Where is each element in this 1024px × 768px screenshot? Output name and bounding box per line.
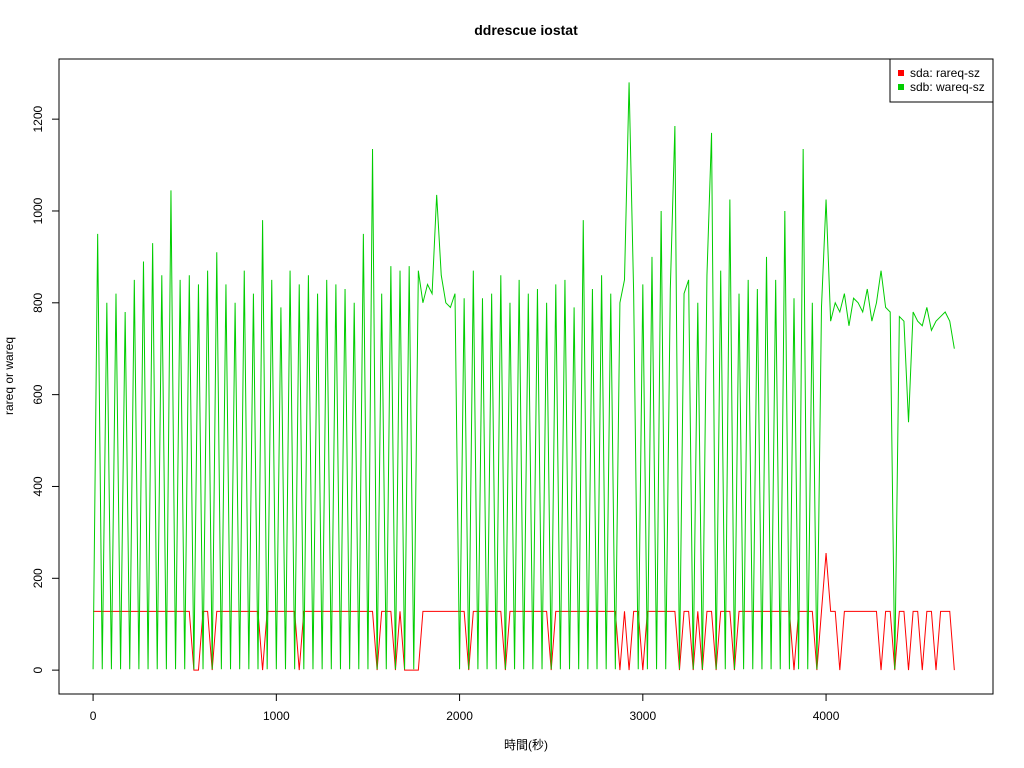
legend-box (889, 58, 994, 103)
y-tick-label: 1000 (31, 197, 45, 224)
y-tick-label: 0 (31, 666, 45, 673)
data-line (92, 82, 955, 670)
x-tick-label: 0 (90, 709, 97, 723)
y-tick-label: 800 (31, 292, 45, 312)
legend-label: sdb: wareq-sz (910, 80, 985, 94)
chart-title: ddrescue iostat (474, 22, 578, 38)
x-tick-label: 4000 (813, 709, 840, 723)
x-axis-label: 時間(秒) (504, 738, 548, 752)
y-tick-label: 600 (31, 384, 45, 404)
x-tick-label: 2000 (446, 709, 473, 723)
y-tick-label: 400 (31, 476, 45, 496)
y-tick-label: 1200 (31, 105, 45, 132)
x-tick-label: 1000 (263, 709, 290, 723)
legend-swatch (898, 84, 904, 90)
y-tick-label: 200 (31, 568, 45, 588)
y-axis-label: rareq or wareq (2, 337, 16, 415)
data-line (93, 553, 955, 671)
legend-label: sda: rareq-sz (910, 66, 980, 80)
legend-swatch (898, 70, 904, 76)
x-tick-label: 3000 (629, 709, 656, 723)
